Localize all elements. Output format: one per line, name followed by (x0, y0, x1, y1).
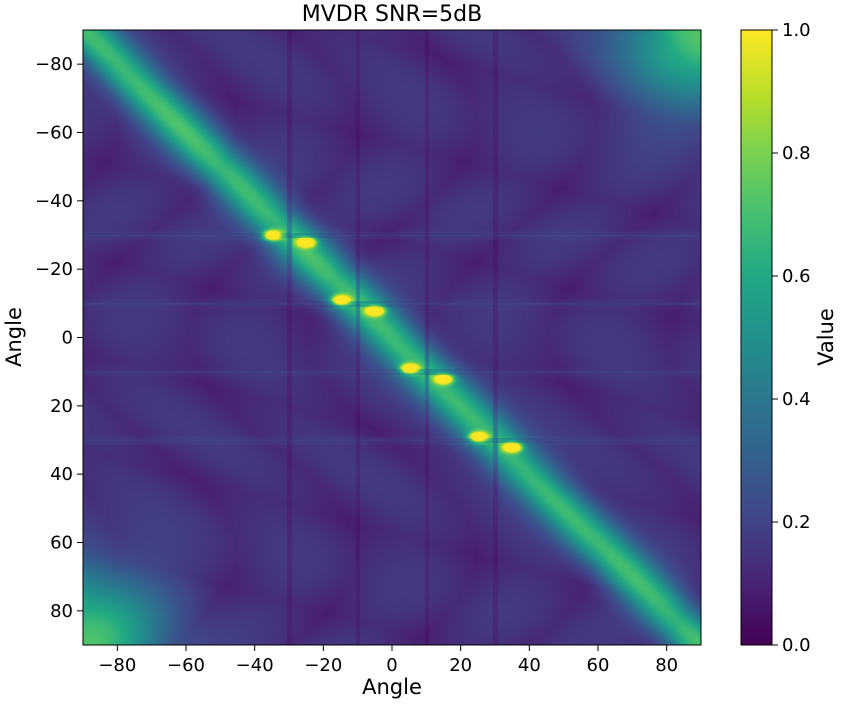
x-tick-label: −80 (98, 655, 136, 676)
colorbar-tick-label: 0.0 (782, 635, 811, 656)
x-tick-label: −60 (167, 655, 205, 676)
x-tick-label: −20 (304, 655, 342, 676)
colorbar-tick-label: 1.0 (782, 20, 811, 41)
x-tick-label: −40 (236, 655, 274, 676)
y-tick-label: 60 (50, 533, 73, 554)
y-axis: −80 −60 −40 −20 0 20 40 60 80 (35, 54, 83, 622)
y-tick-label: −40 (35, 191, 73, 212)
colorbar (740, 29, 773, 646)
y-tick-label: 80 (50, 601, 73, 622)
x-axis: −80 −60 −40 −20 0 20 40 60 80 (98, 645, 678, 676)
y-axis-label: Angle (2, 307, 26, 367)
colorbar-tick-label: 0.8 (782, 143, 811, 164)
y-tick-label: 40 (50, 464, 73, 485)
x-tick-label: 40 (518, 655, 541, 676)
y-tick-label: −80 (35, 54, 73, 75)
y-tick-label: 0 (62, 328, 73, 349)
x-tick-label: 20 (449, 655, 472, 676)
y-tick-label: 20 (50, 396, 73, 417)
colorbar-label: Value (814, 308, 838, 366)
x-tick-label: 0 (386, 655, 397, 676)
heatmap-image (83, 30, 701, 645)
colorbar-tick-label: 0.4 (782, 389, 811, 410)
colorbar-axis: 0.0 0.2 0.4 0.6 0.8 1.0 (772, 20, 811, 656)
y-tick-label: −20 (35, 259, 73, 280)
x-tick-label: 80 (655, 655, 678, 676)
heatmap-area (83, 30, 701, 645)
x-tick-label: 60 (587, 655, 610, 676)
colorbar-tick-label: 0.2 (782, 512, 811, 533)
y-tick-label: −60 (35, 123, 73, 144)
chart-title: MVDR SNR=5dB (302, 2, 482, 27)
colorbar-tick-label: 0.6 (782, 266, 811, 287)
x-axis-label: Angle (362, 675, 422, 699)
